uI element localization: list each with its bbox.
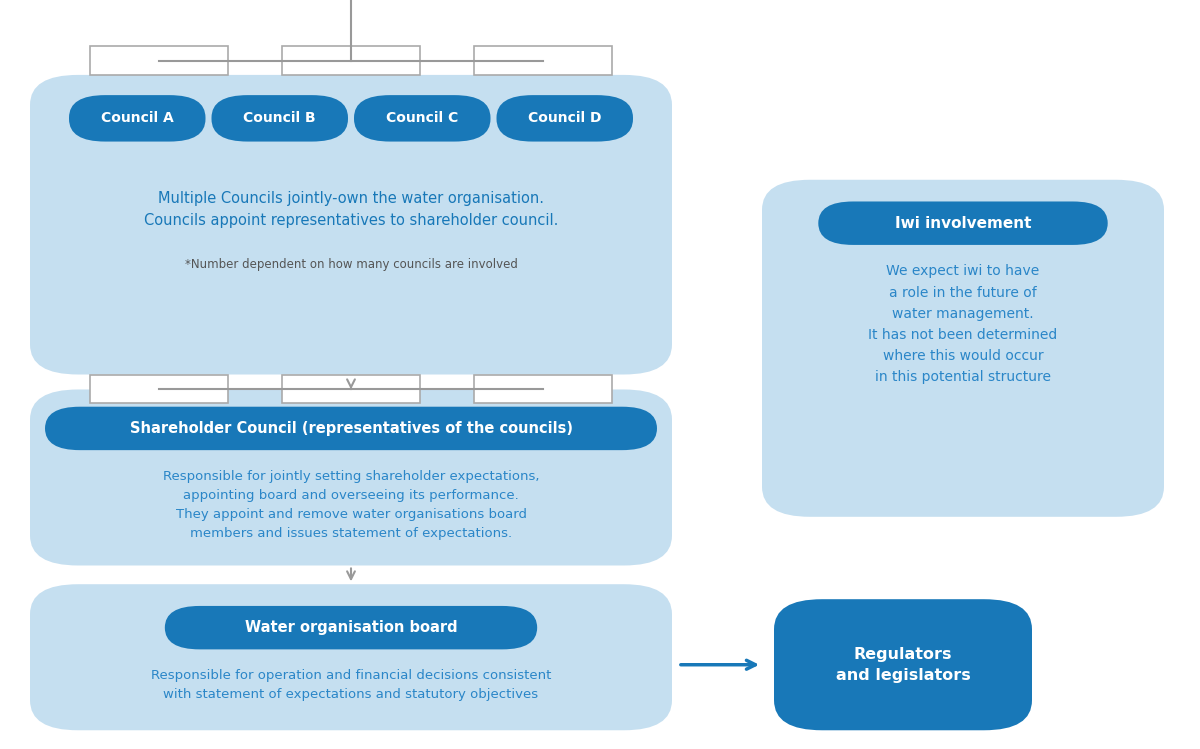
Text: Council C: Council C — [386, 112, 458, 125]
FancyBboxPatch shape — [30, 584, 672, 730]
FancyBboxPatch shape — [282, 374, 420, 403]
Text: Water organisation board: Water organisation board — [245, 620, 457, 635]
FancyBboxPatch shape — [70, 95, 205, 142]
FancyBboxPatch shape — [46, 407, 658, 450]
Text: *Number dependent on how many councils are involved: *Number dependent on how many councils a… — [185, 258, 517, 271]
Text: Responsible for operation and financial decisions consistent
with statement of e: Responsible for operation and financial … — [151, 669, 551, 701]
Text: Responsible for jointly setting shareholder expectations,
appointing board and o: Responsible for jointly setting sharehol… — [163, 470, 539, 539]
FancyBboxPatch shape — [354, 95, 491, 142]
Text: We expect iwi to have
a role in the future of
water management.
It has not been : We expect iwi to have a role in the futu… — [869, 264, 1057, 384]
Text: Regulators
and legislators: Regulators and legislators — [835, 646, 971, 683]
FancyBboxPatch shape — [90, 46, 228, 75]
Text: Council B: Council B — [244, 112, 316, 125]
FancyBboxPatch shape — [282, 46, 420, 75]
Text: Shareholder Council (representatives of the councils): Shareholder Council (representatives of … — [130, 421, 572, 436]
FancyBboxPatch shape — [497, 95, 634, 142]
FancyBboxPatch shape — [762, 180, 1164, 517]
FancyBboxPatch shape — [30, 75, 672, 374]
FancyBboxPatch shape — [474, 46, 612, 75]
FancyBboxPatch shape — [818, 201, 1108, 245]
Text: Council A: Council A — [101, 112, 174, 125]
FancyBboxPatch shape — [90, 374, 228, 403]
Text: Iwi involvement: Iwi involvement — [895, 216, 1031, 231]
Text: Multiple Councils jointly-own the water organisation.
Councils appoint represent: Multiple Councils jointly-own the water … — [144, 191, 558, 228]
FancyBboxPatch shape — [474, 374, 612, 403]
FancyBboxPatch shape — [164, 606, 538, 649]
FancyBboxPatch shape — [774, 599, 1032, 730]
FancyBboxPatch shape — [30, 389, 672, 565]
FancyBboxPatch shape — [211, 95, 348, 142]
Text: Council D: Council D — [528, 112, 601, 125]
